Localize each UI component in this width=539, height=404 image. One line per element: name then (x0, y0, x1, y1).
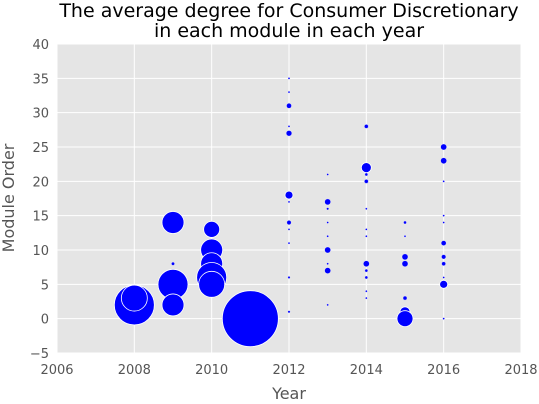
data-point (326, 173, 329, 176)
data-point (360, 162, 372, 174)
x-tick-label: 2008 (118, 363, 151, 378)
data-point (442, 276, 445, 279)
data-point (401, 253, 409, 261)
y-tick-label: 35 (32, 72, 49, 87)
y-tick-label: 10 (32, 244, 49, 259)
data-point (365, 296, 368, 300)
data-point (364, 268, 368, 273)
data-point (442, 214, 445, 217)
data-point (441, 261, 446, 266)
data-point (403, 220, 407, 225)
data-point (287, 77, 291, 80)
data-point (287, 90, 291, 94)
data-point (161, 293, 185, 317)
data-point (287, 310, 291, 314)
data-point (439, 279, 449, 289)
data-point (198, 270, 226, 298)
data-point (161, 211, 185, 234)
x-tick-labels: 2006 2008 2010 2012 2014 2016 2018 (40, 363, 537, 378)
data-point (441, 240, 447, 246)
data-point (365, 207, 368, 210)
data-point (442, 221, 445, 224)
y-tick-label: 40 (32, 38, 49, 53)
data-point (440, 157, 447, 164)
data-point (286, 130, 292, 137)
y-tick-label: 15 (32, 210, 49, 225)
data-point (286, 220, 292, 225)
data-point (326, 303, 329, 307)
data-point (365, 290, 368, 293)
data-point (364, 124, 369, 129)
data-point (203, 220, 221, 238)
data-point (364, 172, 368, 177)
data-point (326, 262, 329, 265)
data-point (403, 235, 407, 238)
data-point (364, 179, 369, 184)
x-tick-label: 2010 (195, 363, 228, 378)
data-point (324, 198, 331, 206)
y-tick-label: 30 (32, 107, 49, 122)
data-point (401, 260, 409, 267)
chart-title-line-1: The average degree for Consumer Discreti… (58, 0, 518, 22)
data-point (326, 221, 329, 224)
data-point (287, 228, 291, 231)
data-point (287, 241, 291, 245)
data-point (287, 125, 291, 128)
x-axis-label: Year (271, 384, 306, 403)
y-tick-label: 20 (32, 175, 49, 190)
data-point (221, 290, 279, 348)
x-tick-label: 2016 (427, 363, 460, 378)
x-tick-label: 2014 (350, 363, 383, 378)
y-tick-labels: −5 0 5 10 15 20 25 30 35 40 (30, 38, 49, 362)
data-point (284, 190, 294, 200)
data-point (286, 103, 292, 109)
x-tick-label: 2012 (272, 363, 305, 378)
data-point (326, 235, 329, 238)
data-point (324, 246, 331, 254)
data-point (287, 200, 291, 204)
data-point (326, 207, 330, 211)
y-tick-label: 5 (41, 278, 49, 293)
data-point (120, 284, 148, 312)
data-point (440, 143, 447, 151)
chart-title-line-2: in each module in each year (154, 20, 424, 42)
y-tick-label: 25 (32, 141, 49, 156)
data-point (441, 254, 447, 260)
y-tick-label: 0 (41, 313, 49, 328)
data-points (113, 77, 449, 348)
data-point (365, 228, 368, 231)
y-tick-label: −5 (30, 347, 49, 362)
data-point (442, 180, 445, 183)
data-point (396, 310, 414, 328)
data-point (364, 275, 368, 280)
data-point (287, 276, 291, 279)
data-point (365, 235, 368, 238)
data-point (363, 260, 370, 267)
x-tick-label: 2006 (40, 363, 73, 378)
x-tick-label: 2018 (504, 363, 537, 378)
data-point (402, 295, 408, 301)
data-point (171, 261, 175, 266)
data-point (442, 317, 445, 320)
data-point (324, 267, 331, 274)
y-axis-label: Module Order (0, 143, 18, 252)
